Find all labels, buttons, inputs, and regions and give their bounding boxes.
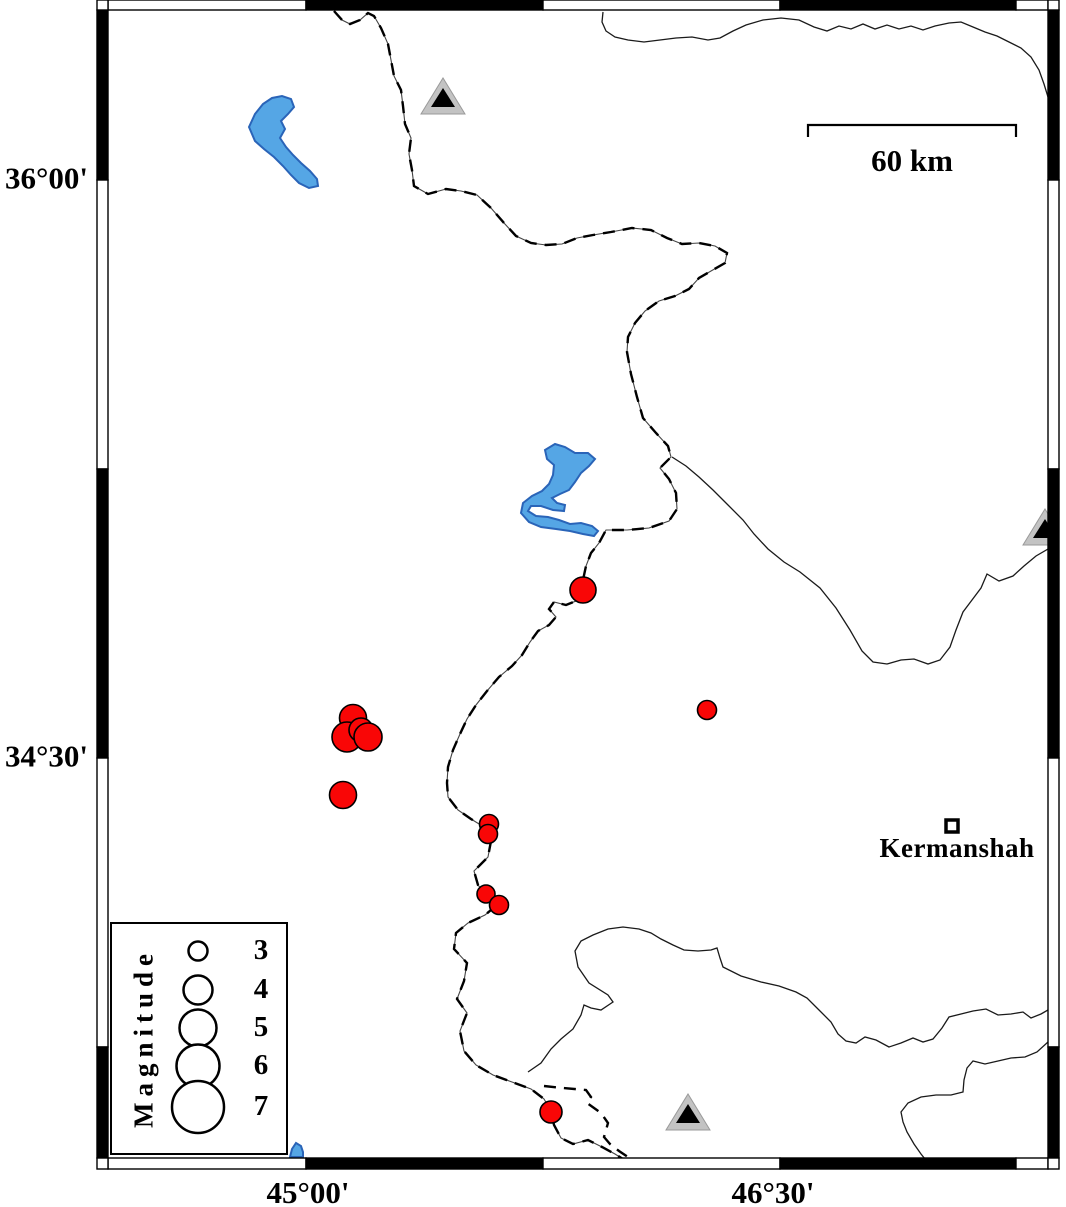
river-north: [601, 11, 1048, 98]
earthquake-marker: [569, 576, 597, 604]
lat-label-34-30: 34°30': [4, 738, 88, 774]
frame-corner: [96, 0, 109, 11]
province-line-southeast: [900, 1041, 1048, 1158]
river-east: [671, 456, 1048, 665]
triangle-inner-icon: [1033, 519, 1048, 538]
earthquake-marker: [476, 884, 496, 904]
lon-label-46-30: 46°30': [731, 1175, 815, 1207]
lon-label-45-00: 45°00': [266, 1175, 350, 1207]
earthquake-marker: [696, 699, 718, 721]
lat-label-36-00: 36°00': [4, 160, 88, 196]
magnitude-legend-value: 3: [253, 933, 269, 966]
magnitude-legend-value: 5: [253, 1010, 269, 1043]
earthquake-marker: [477, 823, 499, 845]
border-line-dashed: [333, 10, 729, 1158]
city-marker-group: [944, 818, 960, 834]
frame-corner: [96, 1157, 109, 1170]
triangle-inner-icon: [431, 88, 455, 107]
earthquake-marker: [539, 1100, 563, 1124]
magnitude-legend-title: Magnitude: [128, 947, 159, 1129]
city-square-icon: [944, 818, 960, 834]
earthquake-markers: [328, 576, 718, 1124]
earthquake-marker: [353, 722, 383, 752]
triangle-inner-icon: [676, 1104, 700, 1123]
map-frame: [96, 0, 1060, 1170]
frame-corner: [1047, 0, 1060, 11]
magnitude-legend-circle: [170, 1079, 226, 1135]
magnitude-legend-value: 7: [253, 1089, 269, 1122]
earthquake-marker: [328, 780, 358, 810]
scale-bar: [806, 123, 1018, 137]
lake-central: [519, 442, 600, 538]
magnitude-legend-circle: [178, 1008, 218, 1048]
lake-northwest: [247, 94, 320, 190]
scale-bar-label: 60 km: [871, 143, 953, 178]
volcano-markers: [420, 77, 1048, 1131]
earthquake-marker: [488, 894, 510, 916]
lake-south-edge: [288, 1141, 304, 1158]
magnitude-legend-value: 6: [253, 1048, 269, 1081]
frame-corner: [1047, 1157, 1060, 1170]
magnitude-legend-value: 4: [253, 972, 269, 1005]
city-label-kermanshah: Kermanshah: [879, 833, 1035, 863]
magnitude-legend-circle: [187, 940, 209, 962]
magnitude-legend-circle: [182, 974, 214, 1006]
province-line-south: [527, 926, 1048, 1073]
